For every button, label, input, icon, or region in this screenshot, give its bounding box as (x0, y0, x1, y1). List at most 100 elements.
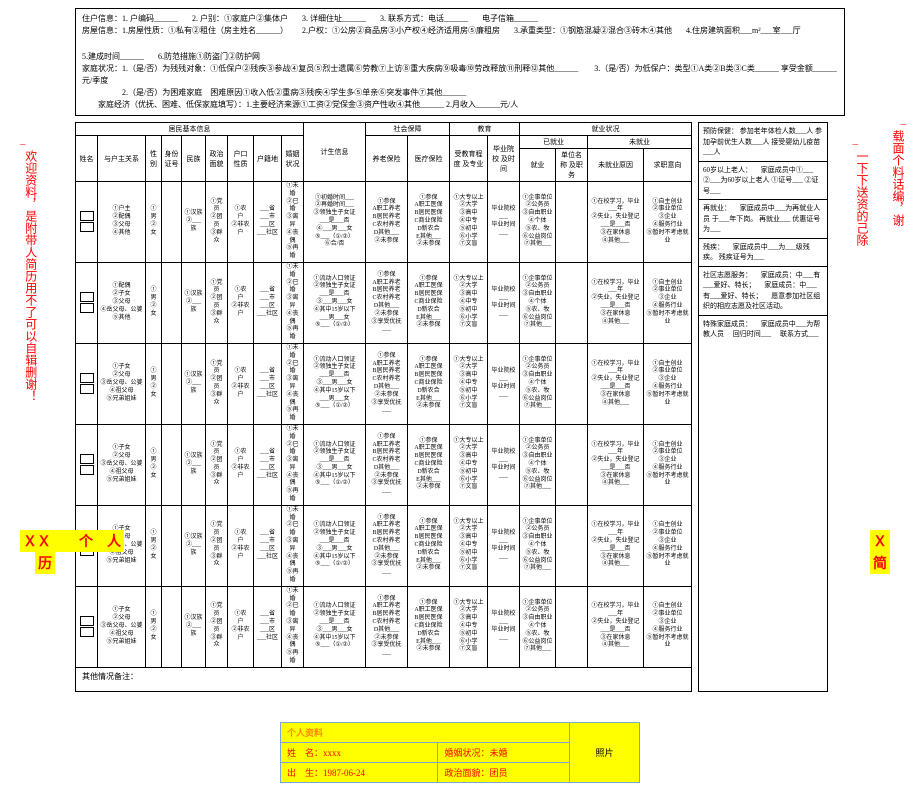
cell-r5-c0 (76, 586, 98, 667)
side-b1: 预防保健： 参加老年体检人数___人 参加孕前优生人数___人 接受婴幼儿疫苗_… (699, 123, 827, 162)
cell-r4-c14: ①企事单位 ②公务员 ③自由职业 ④个体 ⑤农、牧 ⑥公益岗位 ⑦其他___ (520, 505, 556, 586)
cell-r4-c17: ①自主创业 ②事业单位 ③企业 ④服务行业 ⑤暂时不考虑就业 (644, 505, 692, 586)
cell-r5-c1: ①子女 ②父母 ③岳父母、公婆 ④祖父母 ⑤兄弟姐妹 (98, 586, 146, 667)
cell-r3-c17: ①自主创业 ②事业单位 ③企业 ④服务行业 ⑤暂时不考虑就业 (644, 424, 692, 505)
cell-r0-c14: ①企事单位 ②公务员 ③自由职业 ④个体 ⑤农、牧 ⑥公益岗位 ⑦其他___ (520, 182, 556, 263)
cell-r2-c5: ①党员 ②团员 ③群众 (206, 343, 228, 424)
cell-r1-c11: ①参保 A职工医保 B居民医保 C商业保险 D新农合 E其他___ ②未参保 (408, 262, 450, 343)
cell-r4-c12: ①大专以上 ②大学 ③高中 ④中专 ⑤初中 ⑥小学 ⑦文盲 (450, 505, 488, 586)
footer-red-l: ＸＸ 个 人 (20, 530, 124, 552)
cell-r0-c11: ①参保 A职工医保 B居民医保 C商业保险 D新农合 E其他___ ②未参保 (408, 182, 450, 263)
cell-r2-c2: ①男 ②女 (146, 343, 162, 424)
cell-r0-c1: ①户主 ②配偶 ③父母 ④其他 (98, 182, 146, 263)
cell-r3-c13: 毕业院校 ___ 毕业时间 ___ (488, 424, 520, 505)
cell-r5-c12: ①大专以上 ②大学 ③高中 ④中专 ⑤初中 ⑥小学 ⑦文盲 (450, 586, 488, 667)
hdr-2e: 5.建成时间______ (82, 51, 144, 63)
side-b4: 残疾： 家庭成员中___为___级残疾。 残疾证号为___ (699, 239, 827, 267)
cell-r0-c5: ①党员 ②团员 ③群众 (206, 182, 228, 263)
cell-r1-c0 (76, 262, 98, 343)
th-g5: 就业状况 (520, 123, 692, 136)
hdr-2d: 4.住房建筑面积___m²___室___厅 (686, 25, 801, 37)
cell-r0-c6: ①农 户 ②非农户 (228, 182, 254, 263)
th-c1: 姓名 (76, 136, 98, 182)
cell-r1-c1: ①配偶 ②子女 ③父母 ④岳父母、公婆 ⑤其他 (98, 262, 146, 343)
th-c15: 就业 (520, 149, 556, 182)
cell-r3-c3 (162, 424, 182, 505)
cell-r5-c5: ①党员 ②团员 ③群众 (206, 586, 228, 667)
cell-r4-c4: ①汉族 ②___族 (182, 505, 206, 586)
cell-r4-c2: ①男 ②女 (146, 505, 162, 586)
th-c13: 受教育程度 及专业 (450, 136, 488, 182)
main-table: 居民基本信息 计生信息 社会保障 教育 就业状况 姓名 与户主关系 性别 身份 … (75, 122, 692, 668)
cell-r2-c8: ①未婚 ②已婚 ③离异 ④丧偶 ⑤再婚 (282, 343, 304, 424)
cell-r3-c12: ①大专以上 ②大学 ③高中 ④中专 ⑤初中 ⑥小学 ⑦文盲 (450, 424, 488, 505)
hdr-2f: 6.防范措施①防盗门②防护网 (158, 51, 260, 63)
cell-r3-c5: ①党员 ②团员 ③群众 (206, 424, 228, 505)
cell-r1-c6: ①农 户 ②非农户 (228, 262, 254, 343)
cell-r5-c9: ①流动人口领证 ②领独生子女证 ___是___否 ③___男___女 ④其中15… (304, 586, 366, 667)
cell-r3-c10: ①参保 A职工养老 B居民养老 C农村养老 D其他___ ②未参保 ③享受优抚_… (366, 424, 408, 505)
cell-r0-c16: ①在校学习，毕业 ___年 ②失业，失业登记 ___是___否 ③在家休息 ④其… (588, 182, 644, 263)
cell-r1-c9: ①流动人口领证 ②领独生子女证 ___是___否 ③___男___女 ④其中15… (304, 262, 366, 343)
side-b3: 再就业： 家庭成员中___为再就业人员 于___年下岗。 再就业___ 优惠证号… (699, 200, 827, 239)
cell-r5-c8: ①未婚 ②已婚 ③离异 ④丧偶 ⑤再婚 (282, 586, 304, 667)
cell-r1-c14: ①企事单位 ②公务员 ③自由职业 ④个体 ⑤农、牧 ⑥公益岗位 ⑦其他___ (520, 262, 556, 343)
cell-r0-c3 (162, 182, 182, 263)
cell-r3-c8: ①未婚 ②已婚 ③离异 ④丧偶 ⑤再婚 (282, 424, 304, 505)
cell-r2-c15 (556, 343, 588, 424)
resume-title: 个人资料 (281, 722, 570, 742)
remark-row: 其他情况备注： (75, 668, 692, 692)
cell-r2-c1: ①子女 ②父母 ③岳父母、公婆 ④祖父母 ⑤兄弟姐妹 (98, 343, 146, 424)
cell-r4-c10: ①参保 A职工养老 B居民养老 C农村养老 D其他___ ②未参保 ③享受优抚_… (366, 505, 408, 586)
side-b6: 特殊家庭成员： 家庭成员中___为帮教人员 回归时间___ 联系方式___ (699, 316, 827, 343)
watermark-right1: 一下下送资的己除 (853, 150, 870, 246)
cell-r1-c15 (556, 262, 588, 343)
cell-r1-c17: ①自主创业 ②事业单位 ③企业 ④服务行业 ⑤暂时不考虑就业 (644, 262, 692, 343)
resume-name: 姓 名：xxxx (281, 742, 438, 762)
cell-r3-c11: ①参保 A职工医保 B居民医保 C商业保险 D新农合 E其他___ ②未参保 (408, 424, 450, 505)
th-c17: 未就业原因 (588, 149, 644, 182)
cell-r4-c8: ①未婚 ②已婚 ③离异 ④丧偶 ⑤再婚 (282, 505, 304, 586)
cell-r4-c5: ①党员 ②团员 ③群众 (206, 505, 228, 586)
th-g1: 居民基本信息 (76, 123, 304, 136)
cell-r5-c7: ___省 ___市 ___区 ___社区 (254, 586, 282, 667)
th-c6: 政治 面貌 (206, 136, 228, 182)
cell-r0-c0 (76, 182, 98, 263)
footer-red-l2: 历 (35, 552, 55, 574)
cell-r2-c6: ①农 户 ②非农户 (228, 343, 254, 424)
hdr-1b: 2. 户别：①家庭户②集体户 (192, 13, 288, 25)
resume-birth: 出 生：1987-06-24 (281, 762, 438, 782)
cell-r0-c7: ___省 ___市 ___区 ___社区 (254, 182, 282, 263)
cell-r3-c2: ①男 ②女 (146, 424, 162, 505)
hdr-5a: 家庭经济（优抚、困难、低保家庭填写）：1.主要经济来源①工资②党保金③资产性收④… (82, 99, 838, 111)
cell-r5-c3 (162, 586, 182, 667)
cell-r5-c13: 毕业院校 ___ 毕业时间 ___ (488, 586, 520, 667)
cell-r2-c4: ①汉族 ②___族 (182, 343, 206, 424)
resume-table: 个人资料照片 姓 名：xxxx婚姻状况：未婚 出 生：1987-06-24政治面… (280, 722, 640, 783)
resume-photo: 照片 (570, 722, 640, 782)
th-c5: 民族 (182, 136, 206, 182)
cell-r4-c7: ___省 ___市 ___区 ___社区 (254, 505, 282, 586)
th-c2: 与户主关系 (98, 136, 146, 182)
resume-political: 政治面貌：团员 (438, 762, 570, 782)
cell-r2-c14: ①企事单位 ②公务员 ③自由职业 ④个体 ⑤农、牧 ⑥公益岗位 ⑦其他___ (520, 343, 556, 424)
cell-r4-c9: ①流动人口领证 ②领独生子女证 ___是___否 ③___男___女 ④其中15… (304, 505, 366, 586)
th-c12: 医疗保险 (408, 136, 450, 182)
cell-r5-c6: ①农 户 ②非农户 (228, 586, 254, 667)
hdr-2a: 房屋信息：1.房屋性质：①私有②租住（房主姓名______） (82, 25, 288, 37)
th-c16: 单位名称 及职务 (556, 149, 588, 182)
th-g4: 教育 (450, 123, 520, 136)
cell-r5-c4: ①汉族 ②___族 (182, 586, 206, 667)
th-c4: 身份 证号 (162, 136, 182, 182)
cell-r1-c12: ①大专以上 ②大学 ③高中 ④中专 ⑤初中 ⑥小学 ⑦文盲 (450, 262, 488, 343)
cell-r3-c16: ①在校学习，毕业 ___年 ②失业，失业登记 ___是___否 ③在家休息 ④其… (588, 424, 644, 505)
footer-red-r: Ｘ (870, 530, 890, 552)
th-c3: 性别 (146, 136, 162, 182)
hdr-1c: 3. 详细住址______ (302, 13, 366, 25)
cell-r4-c16: ①在校学习，毕业 ___年 ②失业，失业登记 ___是___否 ③在家休息 ④其… (588, 505, 644, 586)
th-g5b: 未就业 (588, 136, 692, 149)
hdr-1a: 住户信息：1. 户编码______ (82, 13, 178, 25)
header-block: 住户信息：1. 户编码______ 2. 户别：①家庭户②集体户 3. 详细住址… (75, 8, 845, 116)
cell-r4-c13: 毕业院校 ___ 毕业时间 ___ (488, 505, 520, 586)
cell-r4-c3 (162, 505, 182, 586)
